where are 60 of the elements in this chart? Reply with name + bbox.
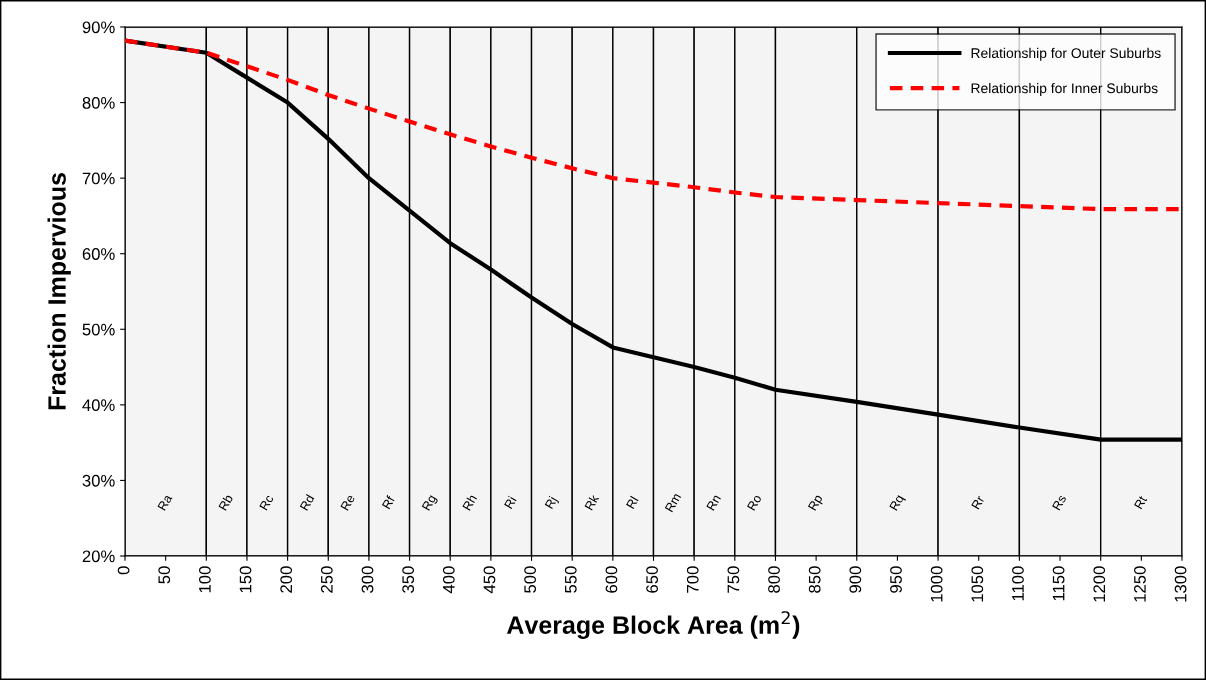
x-tick-label: 1200: [1093, 566, 1106, 602]
y-tick-label: 50%: [82, 323, 115, 336]
legend-label: Relationship for Outer Suburbs: [971, 47, 1161, 61]
x-tick-label: 1100: [1012, 566, 1024, 601]
band-label: Rl: [625, 495, 639, 509]
x-tick-label: 750: [727, 566, 740, 593]
x-tick-label: 400: [442, 566, 455, 594]
x-axis-title: Average Block Area (m$^{2}$): [507, 611, 800, 639]
y-tick-label: 60%: [82, 248, 115, 260]
x-tick-label: 1050: [971, 566, 984, 602]
x-tick-label: 500: [524, 566, 537, 593]
band-label: Rq: [889, 494, 907, 513]
band-label: Rr: [971, 494, 985, 510]
band-label: Rj: [544, 495, 560, 511]
x-tick-label: 250: [320, 566, 333, 593]
x-tick-label: 450: [483, 566, 496, 594]
y-axis-title: Fraction Impervious: [47, 173, 71, 410]
band-label: Rc: [259, 494, 274, 511]
x-tick-label: 350: [402, 566, 415, 593]
x-tick-label: 850: [808, 566, 821, 593]
x-tick-label: 300: [361, 566, 374, 593]
band-label: Ro: [747, 493, 762, 511]
band-label: Rk: [584, 493, 600, 511]
band-label: Rs: [1052, 494, 1067, 511]
band-label: Rm: [664, 492, 682, 513]
x-tick-label: 150: [239, 566, 252, 593]
x-tick-label: 50: [158, 566, 171, 584]
y-tick-label: 30%: [82, 474, 115, 487]
x-tick-label: 800: [768, 566, 780, 593]
y-tick-label: 90%: [82, 21, 115, 34]
y-tick-label: 70%: [82, 172, 115, 185]
x-tick-label: 550: [564, 566, 577, 593]
band-label: Rd: [299, 493, 315, 511]
x-tick-label: 950: [890, 566, 902, 593]
y-tick-label: 80%: [82, 96, 115, 109]
x-tick-label: 600: [605, 566, 618, 593]
x-tick-label: 100: [198, 566, 211, 593]
band-label: Re: [340, 493, 356, 511]
band-label: Rp: [807, 493, 825, 513]
x-tick-label: 700: [686, 566, 699, 593]
x-tick-label: 1300: [1174, 566, 1187, 602]
band-label: Rn: [706, 494, 721, 511]
x-tick-label: 1150: [1052, 566, 1065, 601]
x-tick-label: 0: [117, 566, 130, 575]
band-label: Ri: [503, 495, 517, 509]
band-label: Rg: [421, 494, 439, 513]
x-tick-label: 1250: [1134, 566, 1146, 602]
legend-label: Relationship for Inner Suburbs: [971, 83, 1158, 96]
x-tick-label: 900: [849, 566, 862, 593]
y-tick-label: 40%: [82, 399, 115, 412]
x-tick-label: 650: [646, 566, 658, 593]
band-label: Rt: [1134, 495, 1148, 510]
x-tick-label: 200: [280, 566, 293, 593]
band-label: Ra: [157, 493, 173, 511]
band-label: Rb: [218, 493, 234, 511]
band-label: Rh: [462, 493, 477, 511]
y-tick-label: 20%: [82, 550, 115, 563]
x-tick-label: 1000: [930, 566, 943, 602]
band-label: Rf: [381, 494, 396, 510]
line-series: [125, 38, 1182, 212]
